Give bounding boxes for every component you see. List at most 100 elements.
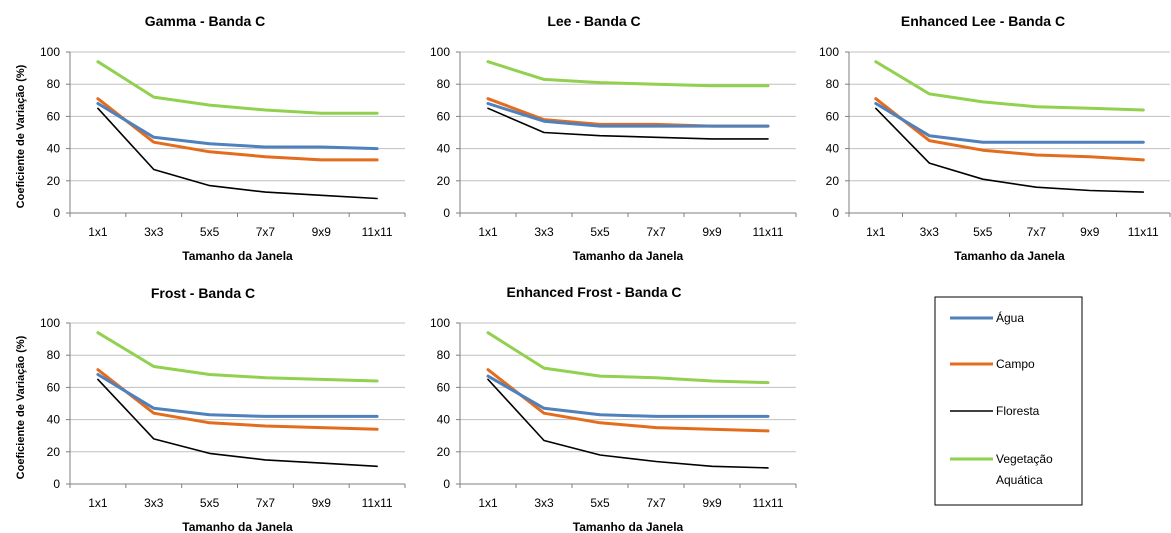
y-tick-label: 40 <box>437 142 451 156</box>
series-line-campo <box>96 97 379 162</box>
y-tick-label: 0 <box>832 206 839 220</box>
series-line-campo <box>486 368 770 433</box>
x-tick-label: 5x5 <box>200 496 220 510</box>
y-tick-label: 20 <box>47 174 61 188</box>
series-line-floresta <box>97 107 378 200</box>
y-tick-label: 60 <box>47 380 61 394</box>
x-tick-label: 5x5 <box>590 496 610 510</box>
series-line-floresta <box>487 107 769 140</box>
y-tick-label: 80 <box>437 348 451 362</box>
x-tick-label: 3x3 <box>534 496 554 510</box>
x-tick-label: 1x1 <box>88 496 108 510</box>
x-tick-label: 9x9 <box>312 496 332 510</box>
x-tick-label: 7x7 <box>646 225 666 239</box>
x-tick-label: 3x3 <box>144 225 164 239</box>
y-tick-label: 20 <box>826 174 840 188</box>
y-tick-label: 100 <box>430 45 450 59</box>
x-axis-label: Tamanho da Janela <box>573 520 684 533</box>
y-tick-label: 40 <box>826 142 840 156</box>
series-line-vegetacao-aquatica <box>96 60 379 115</box>
y-tick-label: 80 <box>437 77 451 91</box>
chart-panel: 0 20 40 60 80 100 1x1 3x3 5x5 7x7 9x9 11x11 Enhanced… <box>430 284 797 533</box>
y-tick-label: 40 <box>437 413 451 427</box>
y-tick-label: 0 <box>53 206 60 220</box>
y-tick-label: 20 <box>437 174 451 188</box>
chart-panel: 0 20 40 60 80 100 1x1 3x3 5x5 7x7 9x9 11x11 Enhanced… <box>819 13 1171 263</box>
x-tick-label: 5x5 <box>200 225 220 239</box>
x-tick-label: 9x9 <box>1080 225 1100 239</box>
chart-title: Enhanced Frost - Banda C <box>506 284 681 300</box>
x-tick-label: 1x1 <box>88 225 108 239</box>
legend: Água Campo Floresta Vegetação Aquática <box>934 296 1083 506</box>
series-line-agua <box>96 102 379 151</box>
chart-title: Lee - Banda C <box>547 13 640 29</box>
series-line-vegetacao-aquatica <box>486 331 770 385</box>
x-tick-label: 9x9 <box>312 225 332 239</box>
y-tick-label: 0 <box>53 477 60 491</box>
y-tick-label: 100 <box>40 316 60 330</box>
series-line-campo <box>874 97 1145 162</box>
y-tick-label: 60 <box>47 109 61 123</box>
x-tick-label: 7x7 <box>1027 225 1047 239</box>
series-line-vegetacao-aquatica <box>486 60 770 88</box>
legend-label-vegetacao-aquatica: Vegetação Aquática <box>996 452 1053 487</box>
series-line-agua <box>486 374 770 418</box>
y-tick-label: 40 <box>47 413 61 427</box>
legend-label-floresta: Floresta <box>996 404 1040 418</box>
y-tick-label: 0 <box>443 206 450 220</box>
x-tick-label: 3x3 <box>920 225 940 239</box>
series-line-campo <box>486 97 770 128</box>
x-tick-label: 1x1 <box>478 225 498 239</box>
chart-title: Gamma - Banda C <box>145 13 266 29</box>
x-axis-label: Tamanho da Janela <box>182 249 293 263</box>
legend-label-campo: Campo <box>996 357 1035 371</box>
x-axis-label: Tamanho da Janela <box>573 249 684 263</box>
y-tick-label: 100 <box>40 45 60 59</box>
y-tick-label: 40 <box>47 142 61 156</box>
y-axis-label: Coeficiente de Variação (%) <box>15 335 27 479</box>
series-line-floresta <box>97 378 378 468</box>
x-tick-label: 11x11 <box>362 496 393 510</box>
legend-box <box>934 296 1083 506</box>
x-tick-label: 9x9 <box>702 225 722 239</box>
y-tick-label: 60 <box>437 380 451 394</box>
y-tick-label: 0 <box>443 477 450 491</box>
series-line-campo <box>96 368 379 431</box>
x-tick-label: 5x5 <box>590 225 610 239</box>
x-tick-label: 11x11 <box>753 225 784 239</box>
x-tick-label: 1x1 <box>866 225 886 239</box>
series-line-agua <box>486 102 770 128</box>
x-tick-label: 7x7 <box>646 496 666 510</box>
legend-label-agua: Água <box>996 310 1024 325</box>
chart-title: Frost - Banda C <box>151 285 255 301</box>
chart-panel: 0 20 40 60 80 100 1x1 3x3 5x5 7x7 9x9 11x11 Gamma - … <box>15 13 406 263</box>
y-tick-label: 80 <box>47 348 61 362</box>
series-line-floresta <box>487 378 769 469</box>
x-axis-label: Tamanho da Janela <box>954 249 1065 263</box>
x-tick-label: 3x3 <box>144 496 164 510</box>
y-tick-label: 100 <box>430 316 450 330</box>
x-tick-label: 11x11 <box>1128 225 1159 239</box>
chart-panel: 0 20 40 60 80 100 1x1 3x3 5x5 7x7 9x9 11x11 Frost - … <box>15 285 406 533</box>
y-tick-label: 20 <box>437 445 451 459</box>
y-axis-label: Coeficiente de Variação (%) <box>15 64 27 208</box>
y-tick-label: 80 <box>47 77 61 91</box>
y-tick-label: 100 <box>819 45 839 59</box>
x-tick-label: 9x9 <box>702 496 722 510</box>
x-axis-label: Tamanho da Janela <box>182 520 293 533</box>
series-line-agua <box>96 373 379 418</box>
series-line-floresta <box>874 107 1145 193</box>
y-tick-label: 60 <box>826 109 840 123</box>
series-line-vegetacao-aquatica <box>96 331 379 383</box>
chart-title: Enhanced Lee - Banda C <box>901 13 1065 29</box>
x-tick-label: 11x11 <box>753 496 784 510</box>
x-tick-label: 5x5 <box>973 225 993 239</box>
x-tick-label: 1x1 <box>478 496 498 510</box>
series-line-agua <box>874 102 1145 144</box>
y-tick-label: 60 <box>437 109 451 123</box>
x-tick-label: 7x7 <box>256 496 276 510</box>
chart-panel: 0 20 40 60 80 100 1x1 3x3 5x5 7x7 9x9 11x11 Lee - Ba… <box>430 13 797 263</box>
x-tick-label: 11x11 <box>362 225 393 239</box>
y-tick-label: 80 <box>826 77 840 91</box>
